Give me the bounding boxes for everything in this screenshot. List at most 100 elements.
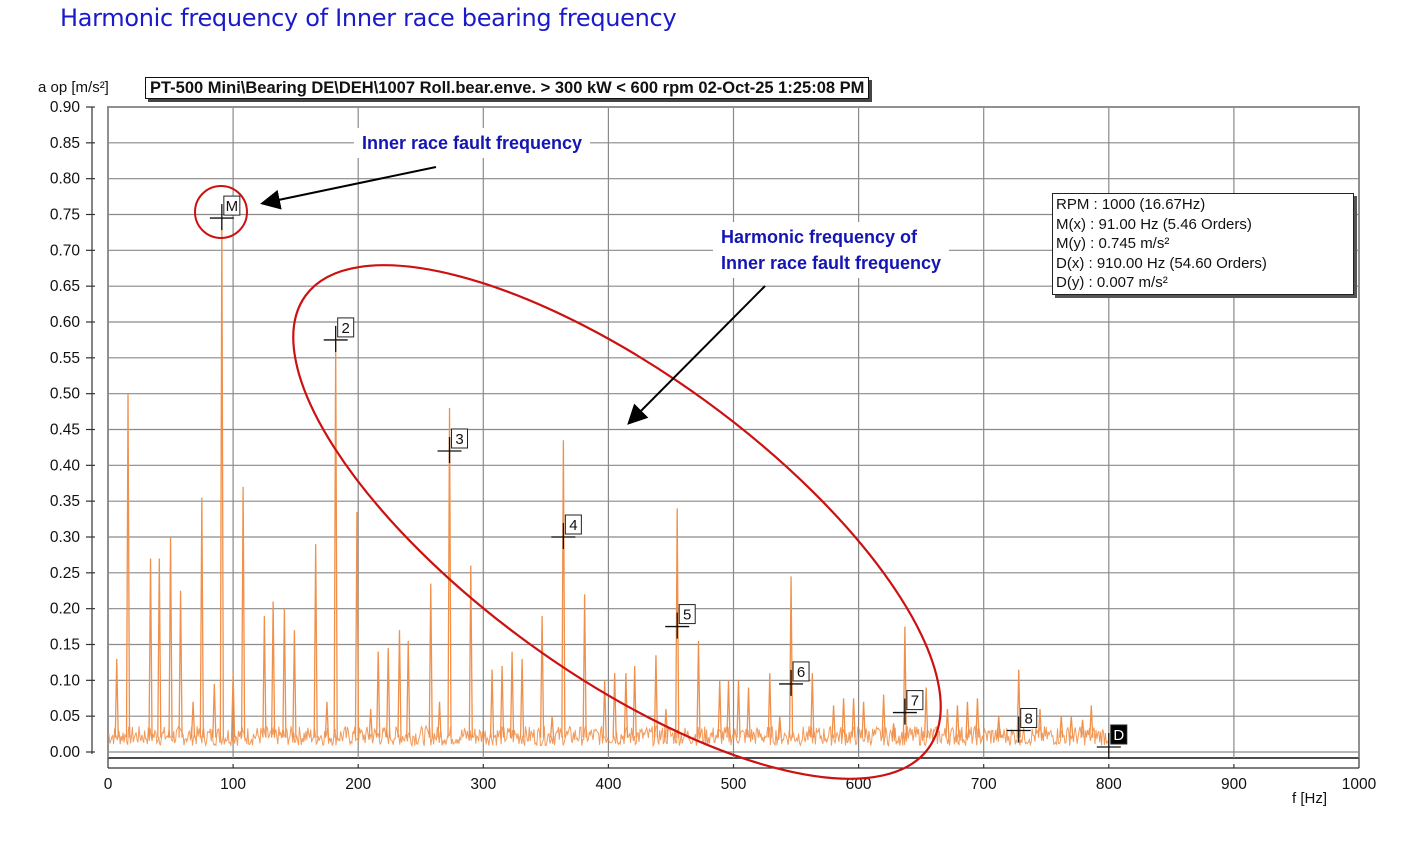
spectrum-peak	[561, 440, 566, 738]
spectrum-peak	[602, 680, 607, 738]
y-tick-label: 0.10	[50, 672, 81, 689]
spectrum-peak	[212, 683, 217, 738]
spectrum-peak	[282, 608, 287, 738]
spectrum-peak	[924, 687, 929, 738]
spectrum-peak	[841, 698, 846, 738]
axes: 0.00 0.05 0.10 0.15 0.20 0.25 0.30 0.35 0.40 0.45…	[50, 99, 1377, 793]
spectrum-peak	[230, 673, 236, 738]
y-tick-label: 0.00	[50, 744, 81, 761]
marker-label: 6	[797, 664, 805, 681]
harmonic-arrow	[627, 285, 766, 425]
y-tick-label: 0.35	[50, 493, 80, 510]
x-tick-label: 0	[104, 776, 113, 793]
spectrum-peak	[1059, 716, 1064, 738]
info-rpm: RPM : 1000 (16.67Hz)	[1056, 196, 1206, 213]
marker-label: M	[226, 198, 239, 215]
spectrum-peak	[696, 640, 701, 738]
y-tick-label: 0.30	[50, 529, 81, 546]
info-dx: D(x) : 910.00 Hz (54.60 Orders)	[1056, 254, 1267, 272]
spectrum-peak	[996, 716, 1001, 738]
x-tick-label: 400	[595, 776, 621, 793]
y-tick-label: 0.90	[50, 99, 81, 116]
y-tick-label: 0.40	[50, 457, 81, 474]
harmonic-annotation: Harmonic frequency of Inner race fault f…	[713, 222, 950, 278]
spectrum-peak	[324, 701, 330, 738]
harmonic-annotation-line2: Inner race fault frequency	[721, 253, 942, 273]
marker-label-box	[1110, 724, 1128, 745]
slide-title: Harmonic frequency of Inner race bearing…	[60, 4, 677, 32]
marker-label: 2	[342, 320, 350, 337]
marker-m: M	[209, 195, 241, 231]
spectrum-peak	[148, 558, 153, 738]
y-tick-label: 0.70	[50, 242, 81, 259]
spectrum-peak	[519, 658, 525, 738]
marker-label: D	[1113, 727, 1124, 744]
spectrum-peak	[612, 673, 617, 738]
marker-label-box	[451, 428, 469, 449]
info-dy: D(y) : 0.007 m/s²	[1056, 274, 1168, 291]
y-tick-label: 0.75	[50, 207, 80, 224]
spectrum-peak	[746, 687, 751, 738]
spectrum-peak	[1069, 716, 1074, 738]
x-tick-label: 600	[846, 776, 872, 793]
spectrum-peak	[406, 640, 411, 738]
spectrum-peak	[1016, 669, 1021, 738]
x-tick-label: 900	[1221, 776, 1247, 793]
spectrum-peak	[509, 651, 515, 738]
cursor-info-box: RPM : 1000 (16.67Hz) M(x) : 91.00 Hz (5.…	[1052, 193, 1354, 295]
marker-2: 2	[323, 317, 355, 352]
spectrum-peak	[891, 723, 896, 738]
x-tick-label: 800	[1096, 776, 1122, 793]
marker-label-box	[223, 195, 241, 216]
spectrum-peak	[292, 630, 297, 738]
fault-arrow	[260, 166, 437, 210]
spectrum-peak	[178, 590, 183, 738]
y-tick-label: 0.50	[50, 386, 81, 403]
spectrum-peak	[945, 708, 950, 738]
spectrum-peak	[632, 665, 637, 738]
marker-d: D	[1096, 724, 1128, 759]
y-tick-label: 0.15	[50, 637, 80, 654]
y-axis-label: a op [m/s²]	[38, 79, 109, 96]
spectrum-peak	[157, 558, 162, 738]
marker-3: 3	[437, 428, 469, 463]
spectrum-peak	[1037, 708, 1043, 738]
spectrum-peak	[468, 565, 473, 738]
spectrum-peak	[447, 407, 452, 738]
spectrum-peak	[861, 701, 866, 738]
spectrum-peak	[549, 716, 555, 738]
x-tick-label: 200	[345, 776, 371, 793]
spectrum-peak	[1089, 705, 1094, 738]
spectrum-peak	[376, 651, 381, 738]
x-tick-label: 300	[470, 776, 496, 793]
y-tick-label: 0.05	[50, 708, 80, 725]
y-tick-label: 0.55	[50, 350, 80, 367]
spectrum-peak	[965, 701, 970, 738]
y-tick-label: 0.80	[50, 171, 81, 188]
spectrum-peak	[313, 544, 318, 738]
spectrum-peak	[262, 615, 267, 738]
x-tick-label: 700	[971, 776, 997, 793]
y-tick-label: 0.60	[50, 314, 81, 331]
spectrum-peak	[270, 601, 276, 738]
chart-header: PT-500 Mini\Bearing DE\DEH\1007 Roll.bea…	[145, 77, 870, 99]
annotation-arrows	[260, 166, 766, 425]
spectrum-peak	[623, 673, 629, 738]
spectrum-peak	[675, 508, 680, 738]
spectrum-peak	[975, 698, 980, 738]
spectrum-peak	[437, 701, 442, 738]
marker-5: 5	[665, 604, 696, 639]
spectrum-peak	[777, 716, 782, 738]
y-tick-label: 0.20	[50, 601, 81, 618]
fault-highlight-circle	[194, 185, 248, 239]
spectrum-peak	[397, 630, 402, 738]
spectrum-peak	[955, 705, 960, 738]
x-tick-label: 500	[721, 776, 747, 793]
spectrum-peak	[240, 486, 246, 738]
x-tick-label: 1000	[1342, 776, 1377, 793]
marker-label: 7	[911, 693, 919, 710]
spectrum-peak	[489, 669, 495, 738]
info-mx: M(x) : 91.00 Hz (5.46 Orders)	[1056, 215, 1252, 233]
highlights	[194, 185, 942, 780]
